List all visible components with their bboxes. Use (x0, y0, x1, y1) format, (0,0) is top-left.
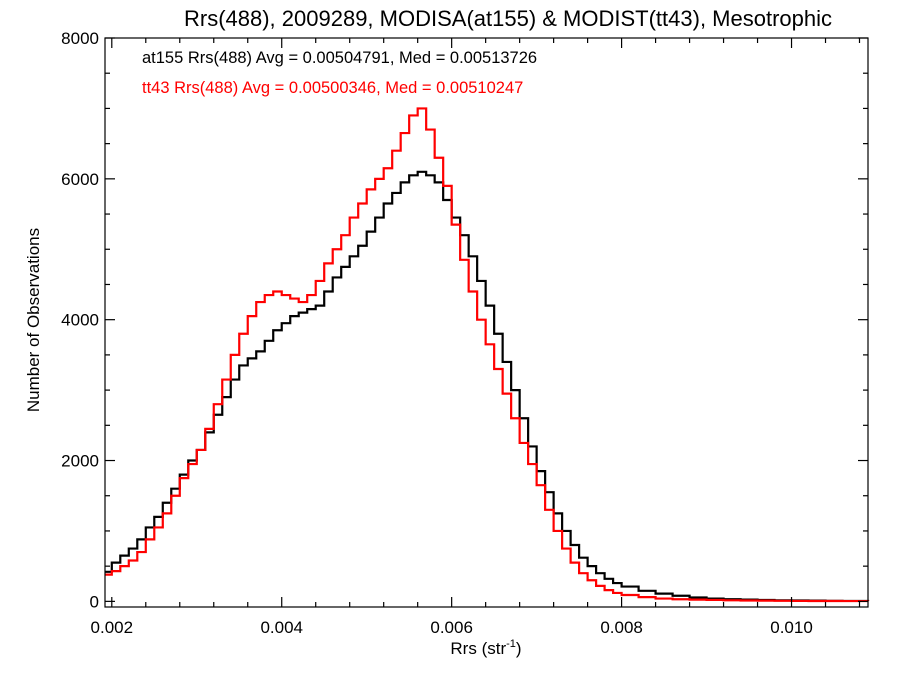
legend-entry-tt43: tt43 Rrs(488) Avg = 0.00500346, Med = 0.… (142, 79, 523, 97)
series-line-tt43 (105, 107, 870, 603)
x-axis-label-close: ) (516, 639, 522, 658)
y-tick-label: 0 (90, 592, 99, 611)
x-axis-label-superscript: -1 (506, 638, 516, 650)
series-line-at155 (105, 170, 870, 603)
y-axis-label: Number of Observations (24, 228, 43, 412)
y-axis: 0 2000 4000 6000 8000 (61, 29, 868, 611)
y-tick-label: 6000 (61, 170, 99, 189)
x-tick-label: 0.008 (600, 618, 643, 637)
y-tick-label: 8000 (61, 29, 99, 48)
x-axis-label-main: Rrs (str (450, 639, 506, 658)
x-tick-label: 0.006 (430, 618, 473, 637)
x-tick-label: 0.004 (260, 618, 303, 637)
y-tick-label: 2000 (61, 452, 99, 471)
x-tick-label: 0.010 (770, 618, 813, 637)
series-layer (105, 107, 870, 603)
chart-title: Rrs(488), 2009289, MODISA(at155) & MODIS… (184, 6, 832, 31)
x-tick-label: 0.002 (91, 618, 134, 637)
plot-frame (104, 37, 869, 608)
x-axis-label: Rrs (str-1) (450, 638, 521, 658)
legend-entry-at155: at155 Rrs(488) Avg = 0.00504791, Med = 0… (142, 49, 537, 67)
x-axis: 0.002 0.004 0.006 0.008 0.010 (91, 38, 861, 637)
y-tick-label: 4000 (61, 311, 99, 330)
